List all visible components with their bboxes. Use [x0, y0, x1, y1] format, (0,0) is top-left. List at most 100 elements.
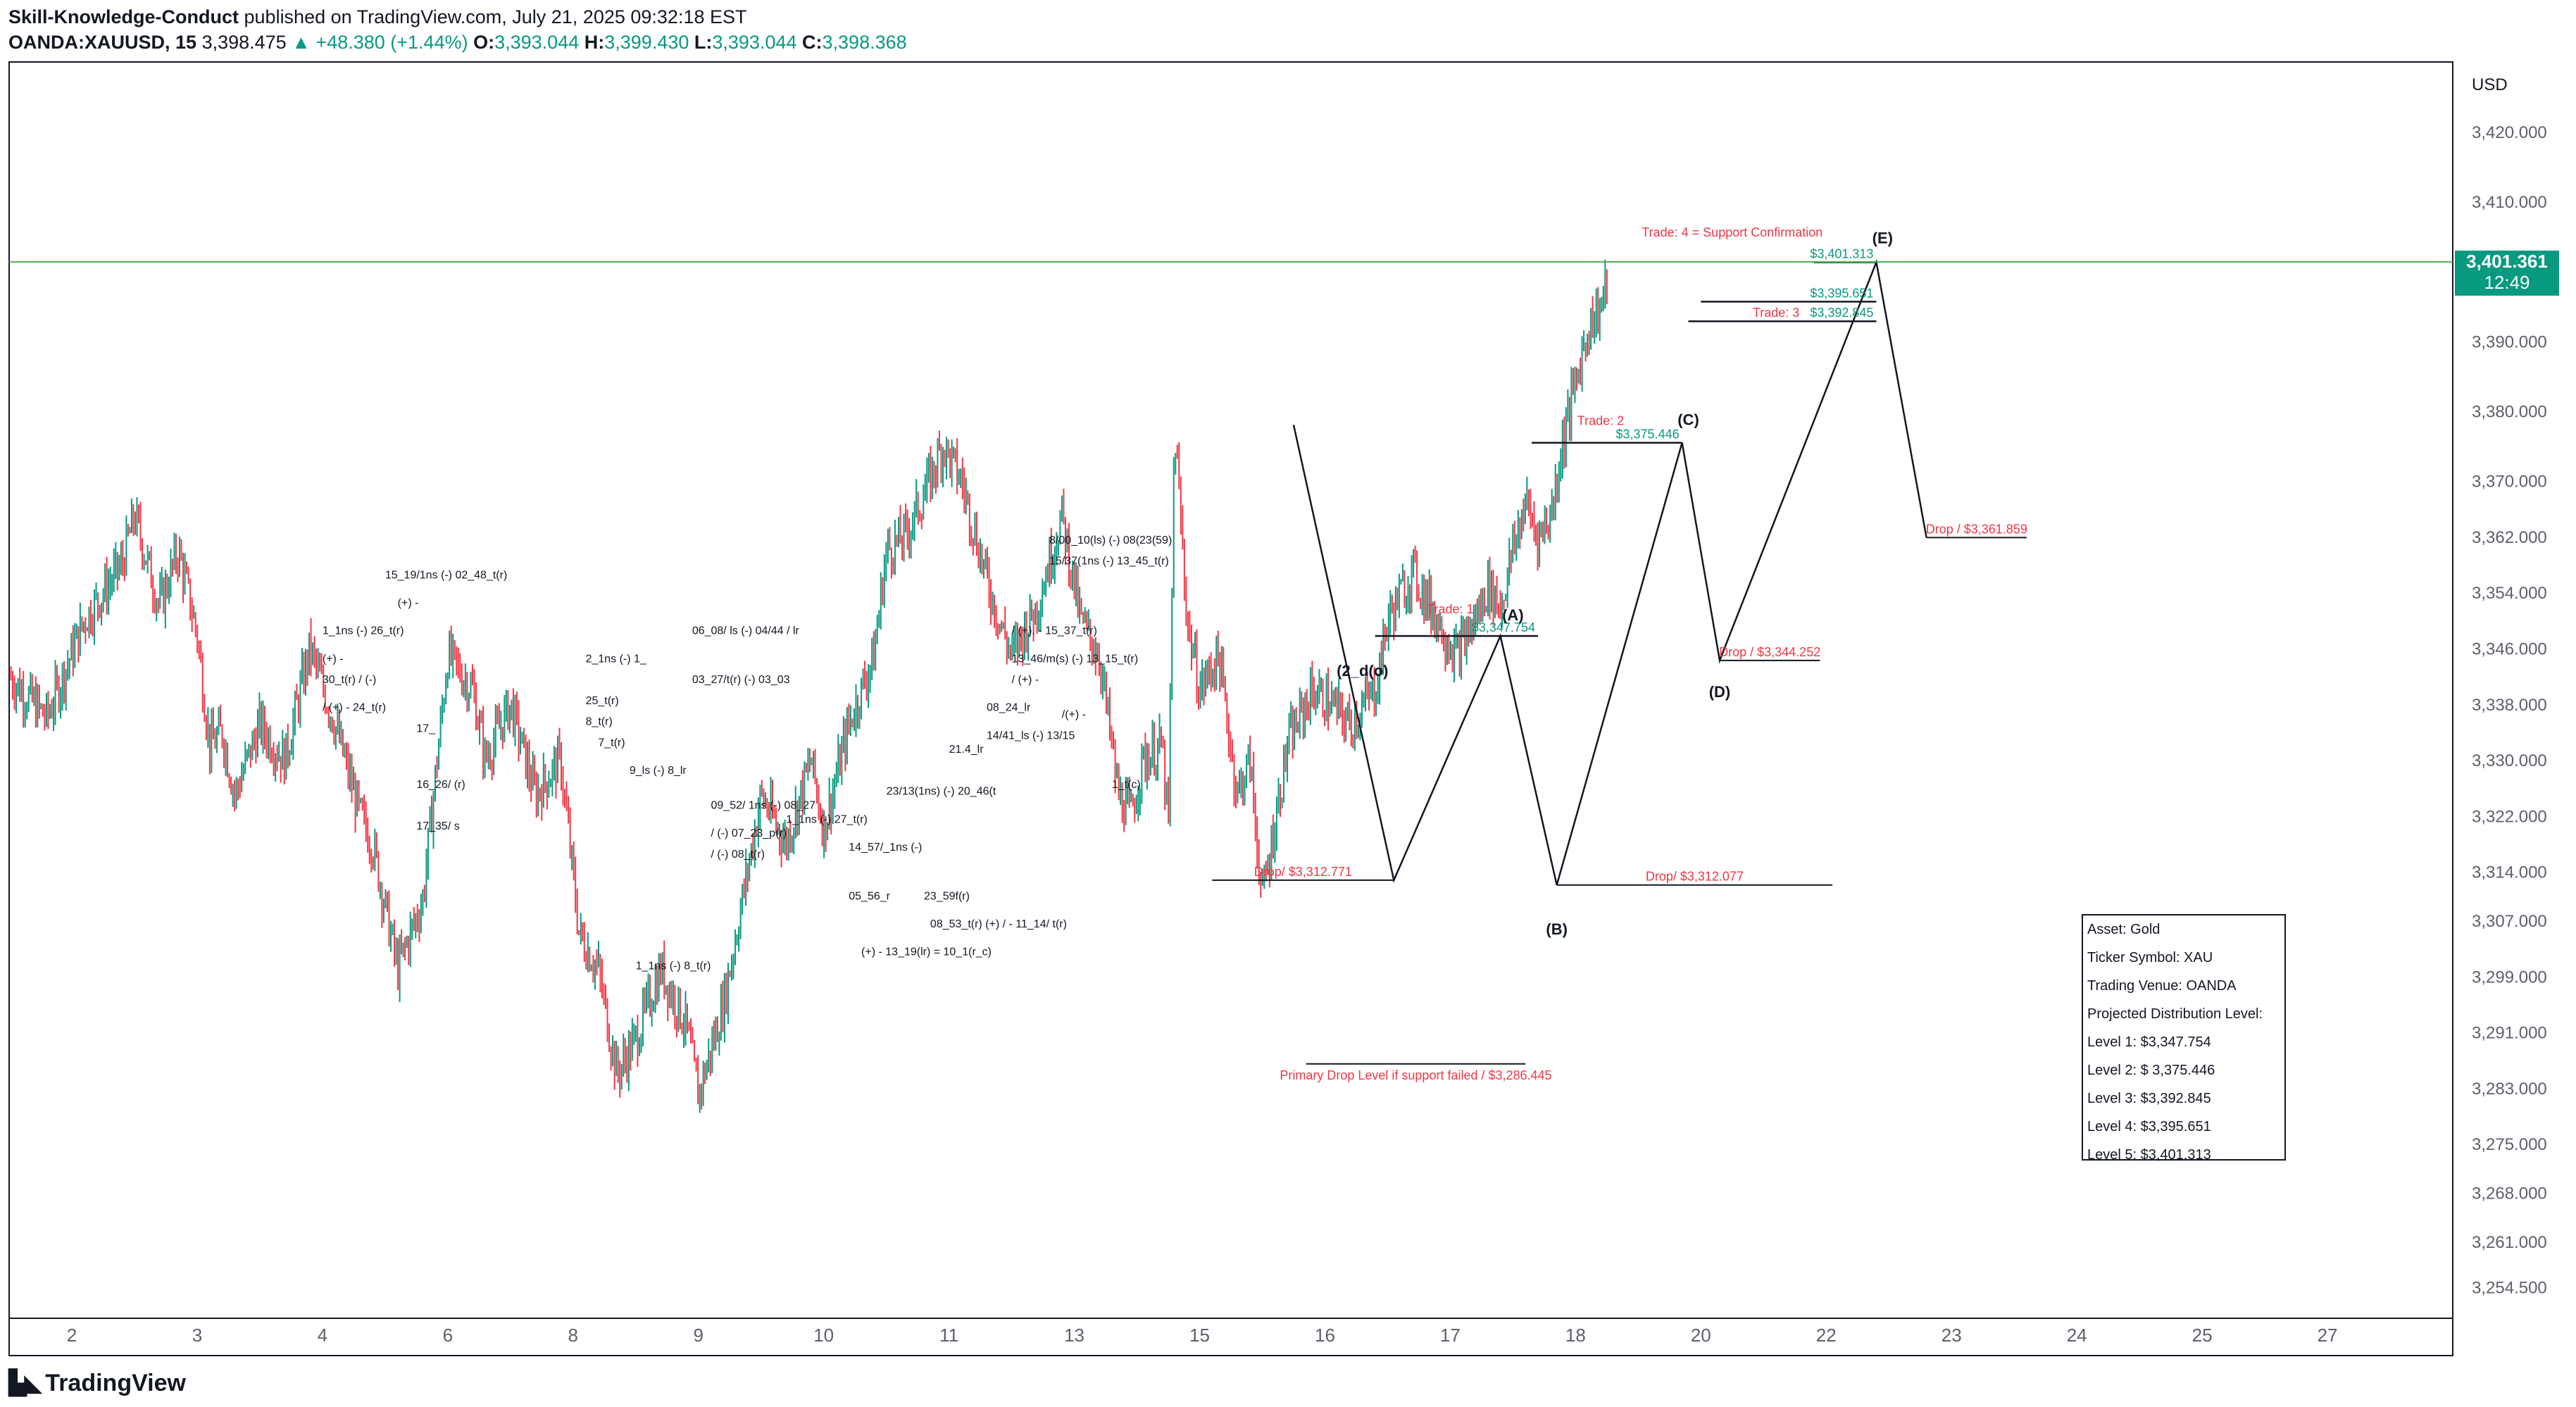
info-line: Ticker Symbol: XAU	[2087, 950, 2213, 965]
last-price: 3,398.475	[201, 32, 287, 53]
info-line: Projected Distribution Level:	[2087, 1006, 2263, 1022]
time-tick-label: 13	[1064, 1325, 1084, 1346]
hand-note: / (+). - 15_37_t(r)	[1012, 625, 1097, 637]
brand-name: TradingView	[45, 1369, 186, 1396]
time-tick-label: 15	[1189, 1325, 1210, 1346]
wave-label: (D)	[1709, 683, 1731, 701]
info-line: Level 1: $3,347.754	[2087, 1034, 2211, 1050]
price-tick-label: 3,254.500	[2472, 1278, 2547, 1297]
target-level-label: $3,395.651	[1810, 286, 1873, 300]
time-tick-label: 9	[693, 1325, 703, 1346]
drop-level-label: Drop / $3,344.252	[1719, 645, 1820, 659]
target-level-label: $3,401.313	[1810, 246, 1873, 261]
hand-note: 17_35/ s	[416, 820, 459, 832]
hand-note: 05_56_r	[849, 890, 890, 902]
time-tick-label: 24	[2067, 1325, 2087, 1346]
target-level-label: $3,392.845	[1810, 306, 1873, 320]
drop-level-label: Drop / $3,361.859	[1926, 522, 2027, 536]
trade-label: Trade: 3	[1753, 306, 1799, 320]
info-line: Level 3: $3,392.845	[2087, 1091, 2211, 1106]
price-axis[interactable]: 3,420.000 3,410.000 3,390.000 3,380.000 3,37…	[2472, 123, 2547, 1297]
hand-note: 23/13(1ns) (-) 20_46(t	[887, 786, 996, 798]
hand-note: 23_59f(r)	[924, 890, 970, 902]
price-tick-label: 3,322.000	[2472, 807, 2547, 826]
trade-label: Trade: 2	[1577, 413, 1624, 427]
hand-note: 09_52/ 1ns (-) 08_27	[711, 799, 816, 811]
symbol-label[interactable]: OANDA:XAUUSD, 15	[8, 32, 197, 53]
wave-label: (E)	[1872, 230, 1893, 247]
hand-note: 1_1ns (-) 8_t(r)	[636, 960, 711, 972]
hand-note: 8_t(r)	[586, 716, 613, 728]
price-tick-label: 3,291.000	[2472, 1024, 2547, 1043]
time-tick-label: 10	[813, 1325, 834, 1346]
time-tick-label: 2	[67, 1325, 77, 1346]
price-tick-label: 3,299.000	[2472, 968, 2547, 987]
price-tick-label: 3,354.000	[2472, 584, 2547, 603]
wave-label: (B)	[1546, 920, 1568, 938]
price-tick-label: 3,380.000	[2472, 403, 2547, 422]
author-name[interactable]: Skill-Knowledge-Conduct	[8, 6, 239, 27]
hand-note: (+) -	[323, 653, 344, 665]
info-line: Asset: Gold	[2087, 922, 2161, 937]
wave-label: (2_d(o)	[1337, 662, 1388, 680]
asset-info-box: Asset: Gold Ticker Symbol: XAU Trading Ven…	[2082, 914, 2286, 1163]
drop-level-label: Primary Drop Level if support failed / $…	[1280, 1068, 1551, 1082]
hand-note: 30_t(r) / (-)	[323, 674, 376, 686]
published-info: published on TradingView.com, July 21, 2…	[244, 6, 747, 27]
time-axis[interactable]: 2 3 4 6 8 9 10 11 13 15 16 17 18 20 22 23 24 25 27	[67, 1325, 2338, 1346]
hand-note: 8/00_10(ls) (-) 08(23(59)	[1049, 534, 1172, 546]
tradingview-logo-icon: ▙◣	[8, 1370, 42, 1396]
drop-level-label: Drop/ $3,312.077	[1646, 870, 1744, 884]
price-change: ▲ +48.380 (+1.44%)	[292, 32, 468, 53]
hand-note: 08_24_lr	[987, 702, 1031, 714]
wave-label: (C)	[1677, 411, 1699, 428]
time-tick-label: 3	[192, 1325, 202, 1346]
price-tick-label: 3,362.000	[2472, 528, 2547, 547]
time-tick-label: 27	[2318, 1325, 2338, 1346]
low-label: L:	[694, 32, 713, 53]
open-value: 3,393.044	[494, 32, 580, 53]
price-tick-label: 3,390.000	[2472, 332, 2547, 351]
hand-note: 25_t(r)	[586, 695, 619, 707]
projection-zigzag	[1292, 258, 1927, 886]
time-tick-label: 16	[1315, 1325, 1335, 1346]
chart-header: Skill-Knowledge-Conduct published on Tra…	[8, 4, 907, 55]
price-tick-label: 3,268.000	[2472, 1184, 2547, 1203]
time-tick-label: 17	[1440, 1325, 1461, 1346]
price-tick-label: 3,275.000	[2472, 1135, 2547, 1154]
price-tick-label: 3,314.000	[2472, 863, 2547, 882]
hand-note: (+) -	[398, 597, 419, 609]
time-tick-label: 20	[1691, 1325, 1711, 1346]
price-tick-label: 3,410.000	[2472, 193, 2547, 212]
hand-note: 14_57/_1ns (-)	[849, 842, 922, 853]
info-line: Trading Venue: OANDA	[2087, 978, 2237, 994]
drawing-overlay: $3,347.754 $3,375.446 $3,392.845 $3,395.651…	[323, 225, 2027, 1082]
hand-note: 14/41_ls (-) 13/15	[987, 730, 1075, 742]
currency-label: USD	[2472, 75, 2508, 94]
time-tick-label: 22	[1816, 1325, 1837, 1346]
close-label: C:	[802, 32, 823, 53]
price-tick-label: 3,261.000	[2472, 1233, 2547, 1252]
hand-note: 03_27/t(r) (-) 03_03	[692, 674, 790, 686]
low-value: 3,393.044	[712, 32, 797, 53]
info-line: Level 2: $ 3,375.446	[2087, 1063, 2215, 1078]
hand-note: 08_53_t(r) (+) / - 11_14/ t(r)	[930, 918, 1067, 930]
wave-label: (A)	[1502, 606, 1524, 624]
info-line: Level 4: $3,395.651	[2087, 1119, 2211, 1134]
hand-note: /(+) -	[1062, 709, 1086, 721]
hand-note: 06_08/ ls (-) 04/44 / lr	[692, 625, 800, 637]
candle-series	[10, 259, 1608, 1113]
time-tick-label: 25	[2192, 1325, 2213, 1346]
price-tick-label: 3,370.000	[2472, 473, 2547, 492]
hand-note: / (-) 07_23_p(r)	[711, 827, 787, 839]
trade-label: Trade: 1	[1427, 602, 1473, 616]
price-tick-label: 3,307.000	[2472, 912, 2547, 931]
tradingview-brand[interactable]: ▙◣ TradingView	[8, 1369, 186, 1397]
time-tick-label: 23	[1942, 1325, 1962, 1346]
hand-note: 1_1ns (-) 27_t(r)	[786, 813, 868, 825]
info-line: Level 5: $3,401.313	[2087, 1147, 2211, 1163]
hand-note: 17_	[416, 723, 436, 734]
hand-note: / (-) 08_t(r)	[711, 849, 765, 861]
price-tick-label: 3,330.000	[2472, 751, 2547, 770]
